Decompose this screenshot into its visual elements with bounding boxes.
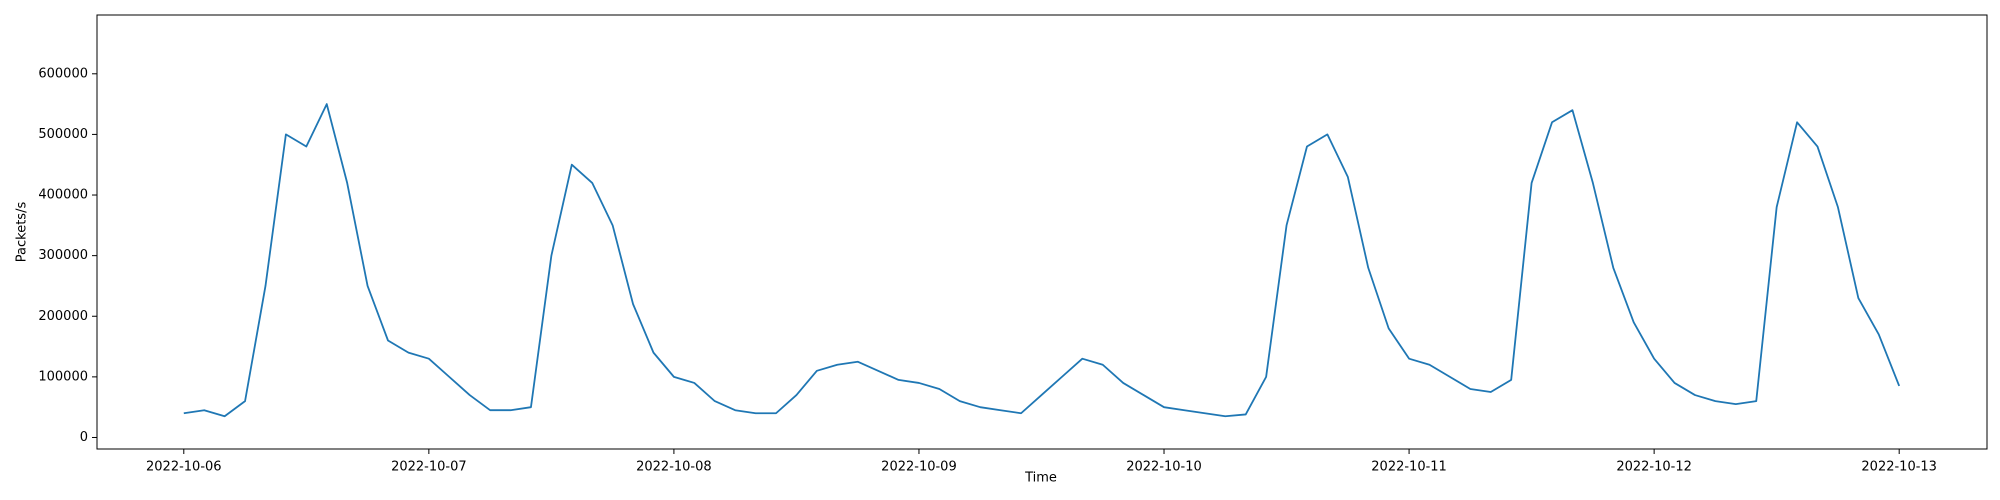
y-tick-label: 200000 [38, 309, 88, 324]
y-tick-label: 400000 [38, 188, 88, 203]
x-axis-label: Time [1024, 471, 1057, 486]
x-tick-label: 2022-10-09 [881, 460, 957, 475]
x-tick-label: 2022-10-08 [636, 460, 712, 475]
y-tick-label: 300000 [38, 248, 88, 263]
y-tick-label: 0 [80, 430, 88, 445]
x-tick-label: 2022-10-13 [1861, 460, 1937, 475]
x-tick-label: 2022-10-10 [1126, 460, 1202, 475]
plot-frame [96, 14, 1988, 450]
y-tick-label: 500000 [38, 127, 88, 142]
x-tick-label: 2022-10-06 [146, 460, 222, 475]
x-tick-label: 2022-10-12 [1616, 460, 1692, 475]
y-tick-label: 600000 [38, 66, 88, 81]
y-tick-label: 100000 [38, 369, 88, 384]
data-line [183, 103, 1901, 418]
x-tick-label: 2022-10-07 [391, 460, 467, 475]
x-tick-label: 2022-10-11 [1371, 460, 1447, 475]
y-axis-label: Packets/s [15, 202, 30, 263]
